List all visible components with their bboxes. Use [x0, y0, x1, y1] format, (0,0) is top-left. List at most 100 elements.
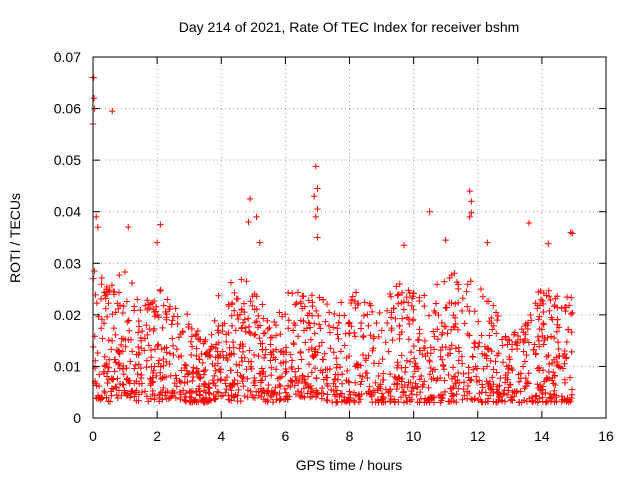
y-tick-label: 0.02 — [54, 307, 81, 323]
data-point — [484, 398, 491, 405]
data-point — [195, 355, 203, 363]
data-point — [325, 309, 333, 316]
data-point — [430, 328, 437, 335]
data-point — [293, 299, 300, 307]
data-point — [124, 318, 131, 326]
data-point — [112, 331, 119, 339]
data-point — [214, 348, 221, 355]
data-point — [559, 365, 567, 372]
data-point — [364, 311, 371, 318]
data-point — [423, 397, 431, 405]
data-point — [505, 362, 513, 369]
data-point — [135, 343, 142, 351]
data-point — [416, 326, 423, 333]
data-point — [468, 198, 475, 205]
data-point — [395, 300, 402, 307]
data-point — [359, 333, 367, 341]
data-point — [343, 377, 350, 384]
data-point — [289, 290, 296, 297]
data-point — [190, 364, 197, 371]
data-point — [338, 398, 346, 405]
data-point — [535, 343, 543, 350]
data-point — [144, 306, 151, 314]
data-point — [149, 390, 156, 398]
data-point — [128, 279, 136, 287]
data-point — [102, 292, 109, 299]
data-point — [163, 316, 170, 323]
data-point — [190, 397, 198, 404]
data-point — [256, 322, 264, 329]
data-point — [153, 303, 160, 311]
data-point — [255, 312, 262, 320]
data-point — [351, 379, 359, 386]
data-point — [521, 358, 529, 365]
data-point — [515, 371, 522, 378]
data-point — [157, 369, 164, 376]
data-point — [345, 320, 352, 328]
data-point — [259, 340, 266, 347]
data-point — [260, 354, 268, 362]
data-point — [244, 315, 252, 322]
data-point — [426, 208, 433, 215]
data-point — [115, 289, 123, 296]
data-point — [171, 389, 178, 397]
data-point — [556, 352, 563, 360]
data-point — [406, 394, 413, 401]
data-point — [449, 364, 457, 371]
data-point — [391, 398, 399, 406]
data-point — [143, 364, 150, 371]
data-point — [304, 373, 312, 380]
data-point — [239, 348, 247, 356]
data-point — [231, 307, 238, 314]
data-point — [566, 302, 573, 309]
x-tick-label: 6 — [281, 428, 289, 444]
data-point — [203, 398, 210, 406]
data-point — [116, 365, 124, 372]
data-point — [552, 295, 559, 302]
data-point — [276, 397, 283, 404]
data-point — [99, 395, 106, 402]
data-point — [91, 267, 98, 275]
data-point — [568, 328, 575, 336]
data-point — [141, 388, 149, 395]
data-point — [384, 319, 391, 327]
data-point — [535, 384, 542, 392]
data-point — [132, 361, 139, 369]
data-point — [133, 397, 140, 404]
data-point — [185, 323, 192, 331]
data-point — [122, 390, 129, 397]
data-point — [334, 371, 342, 379]
data-point — [567, 229, 574, 236]
data-point — [266, 324, 273, 332]
data-point — [333, 391, 340, 398]
data-point — [396, 322, 403, 330]
data-point — [524, 325, 531, 333]
data-point — [416, 399, 423, 406]
data-point — [316, 294, 323, 301]
data-point — [367, 390, 374, 398]
x-axis-label: GPS time / hours — [296, 457, 403, 473]
data-point — [386, 370, 394, 378]
data-point — [437, 353, 444, 360]
data-point — [294, 333, 302, 340]
data-point — [187, 338, 195, 345]
data-point — [166, 350, 174, 357]
data-point — [351, 333, 359, 340]
data-point — [515, 399, 523, 406]
data-point — [476, 390, 483, 397]
data-point — [536, 302, 544, 309]
data-point — [93, 213, 100, 221]
data-point — [109, 376, 116, 383]
data-point — [220, 354, 227, 361]
data-point — [118, 335, 125, 342]
data-point — [239, 319, 247, 326]
data-point — [262, 373, 269, 380]
data-point — [234, 315, 242, 323]
data-point — [295, 379, 302, 387]
data-point — [540, 321, 547, 328]
data-point — [273, 391, 280, 399]
data-point — [338, 380, 346, 387]
data-point — [398, 289, 406, 297]
data-point — [532, 300, 539, 307]
data-point — [520, 339, 527, 346]
